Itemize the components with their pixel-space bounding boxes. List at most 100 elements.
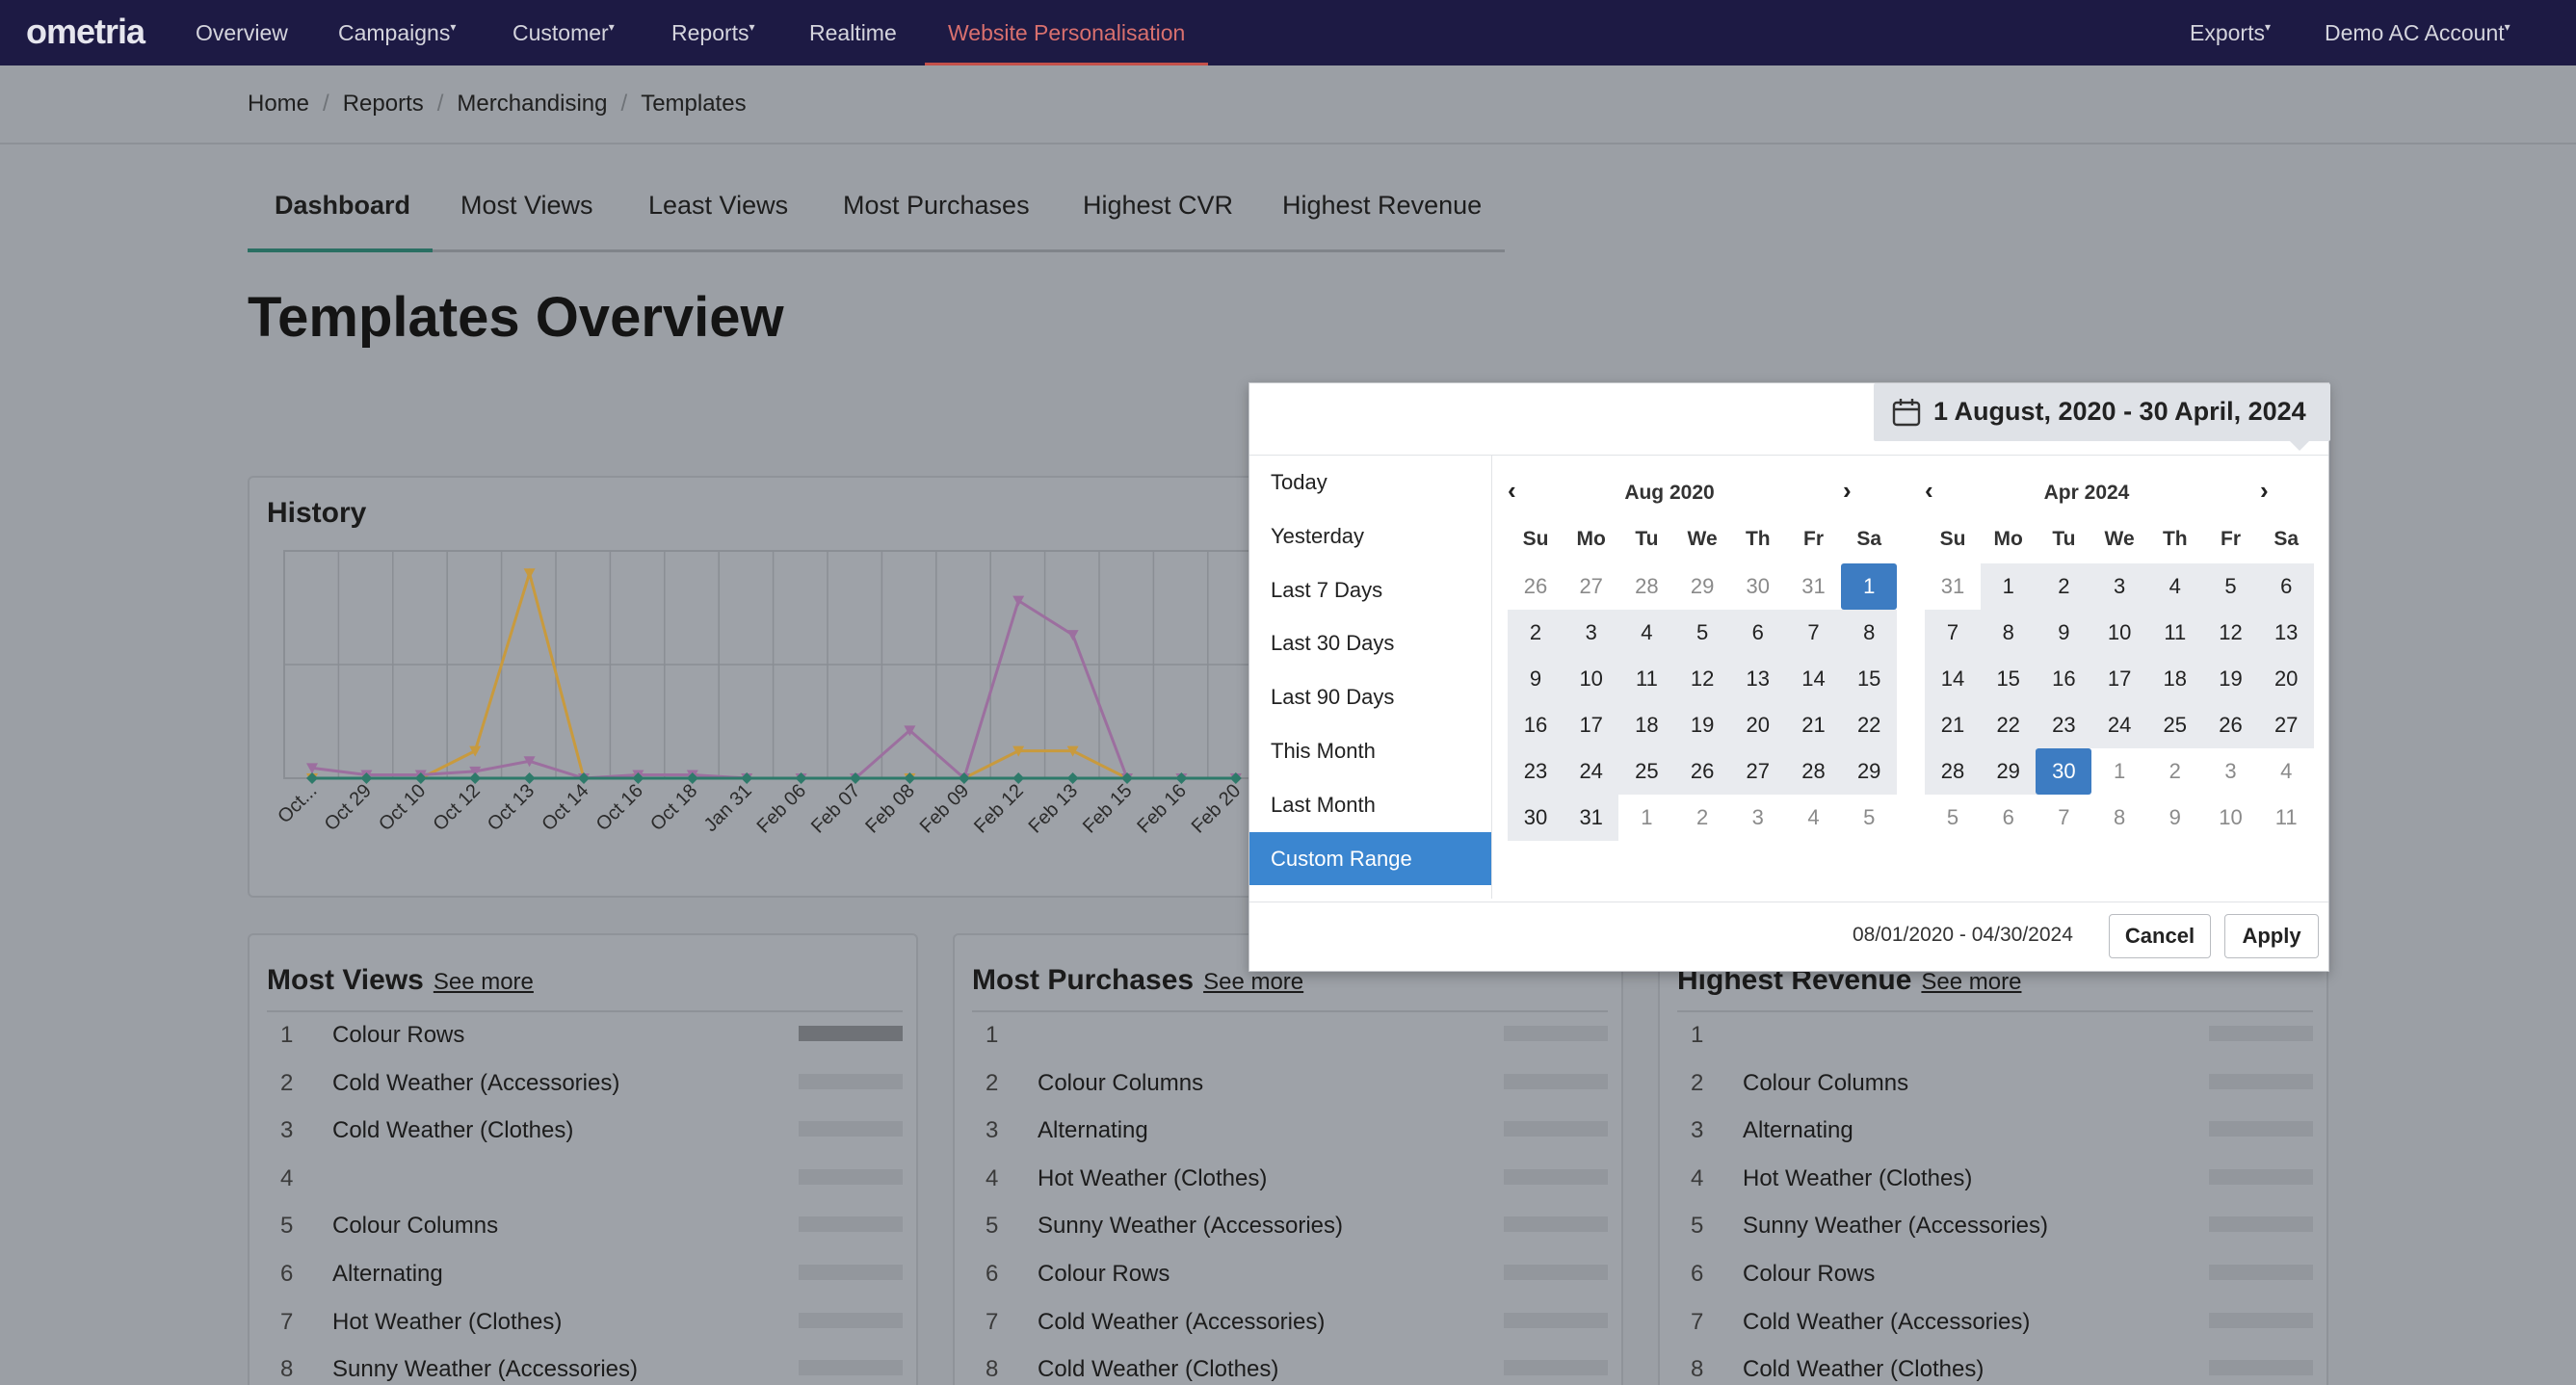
nav-website-personalisation[interactable]: Website Personalisation — [925, 0, 1209, 65]
calendar-day[interactable]: 29 — [1980, 748, 2037, 795]
nav-realtime[interactable]: Realtime — [809, 0, 897, 65]
calendar-day[interactable]: 4 — [1618, 610, 1675, 656]
breadcrumb-reports[interactable]: Reports — [342, 91, 424, 117]
range-custom-range[interactable]: Custom Range — [1249, 831, 1491, 885]
range-last-30-days[interactable]: Last 30 Days — [1271, 631, 1395, 656]
see-more-link[interactable]: See more — [1921, 969, 2022, 995]
calendar-day[interactable]: 6 — [1729, 610, 1786, 656]
nav-exports[interactable]: Exports▾ — [2190, 0, 2271, 65]
calendar-day[interactable]: 20 — [1729, 702, 1786, 748]
calendar-day[interactable]: 8 — [2091, 795, 2148, 841]
list-item[interactable]: 4 Hot Weather (Clothes) — [972, 1165, 1608, 1214]
calendar-day[interactable]: 4 — [1785, 795, 1842, 841]
calendar-day[interactable]: 14 — [1785, 656, 1842, 702]
calendar-day[interactable]: 31 — [1563, 795, 1619, 841]
list-item[interactable]: 3 Alternating — [1677, 1117, 2313, 1165]
see-more-link[interactable]: See more — [1203, 969, 1304, 995]
calendar-day[interactable]: 21 — [1925, 702, 1981, 748]
nav-campaigns[interactable]: Campaigns▾ — [338, 0, 456, 65]
calendar-day[interactable]: 23 — [1508, 748, 1564, 795]
nav-demo-ac-account[interactable]: Demo AC Account▾ — [2325, 0, 2510, 65]
calendar-day[interactable]: 8 — [1980, 610, 2037, 656]
list-item[interactable]: 2 Cold Weather (Accessories) — [267, 1070, 903, 1118]
calendar-day[interactable]: 10 — [1563, 656, 1619, 702]
calendar-day[interactable]: 11 — [2146, 610, 2203, 656]
calendar-day[interactable]: 31 — [1925, 563, 1981, 610]
calendar-day[interactable]: 24 — [1563, 748, 1619, 795]
calendar-day[interactable]: 12 — [1674, 656, 1731, 702]
calendar-day[interactable]: 4 — [2146, 563, 2203, 610]
calendar-day[interactable]: 3 — [2091, 563, 2148, 610]
list-item[interactable]: 5 Sunny Weather (Accessories) — [1677, 1213, 2313, 1261]
calendar-day[interactable]: 6 — [1980, 795, 2037, 841]
range-last-7-days[interactable]: Last 7 Days — [1271, 577, 1383, 602]
calendar-day[interactable]: 24 — [2091, 702, 2148, 748]
calendar-day[interactable]: 3 — [1729, 795, 1786, 841]
calendar-day[interactable]: 29 — [1841, 748, 1898, 795]
list-item[interactable]: 7 Hot Weather (Clothes) — [267, 1309, 903, 1357]
breadcrumb-merchandising[interactable]: Merchandising — [457, 91, 608, 117]
calendar-day[interactable]: 5 — [1841, 795, 1898, 841]
calendar-day[interactable]: 19 — [2202, 656, 2259, 702]
calendar-day[interactable]: 15 — [1980, 656, 2037, 702]
range-today[interactable]: Today — [1271, 470, 1327, 494]
calendar-day[interactable]: 7 — [1925, 610, 1981, 656]
calendar-day[interactable]: 13 — [1729, 656, 1786, 702]
calendar-day[interactable]: 2 — [1674, 795, 1731, 841]
calendar-day[interactable]: 29 — [1674, 563, 1731, 610]
list-item[interactable]: 8 Cold Weather (Clothes) — [1677, 1356, 2313, 1385]
calendar-day[interactable]: 21 — [1785, 702, 1842, 748]
prev-month-icon[interactable]: ‹ — [1508, 476, 1516, 505]
list-item[interactable]: 3 Cold Weather (Clothes) — [267, 1117, 903, 1165]
calendar-day[interactable]: 7 — [2036, 795, 2092, 841]
calendar-day[interactable]: 27 — [2258, 702, 2315, 748]
calendar-day[interactable]: 2 — [1508, 610, 1564, 656]
list-item[interactable]: 8 Sunny Weather (Accessories) — [267, 1356, 903, 1385]
calendar-day[interactable]: 22 — [1841, 702, 1898, 748]
tab-highest-revenue[interactable]: Highest Revenue — [1282, 191, 1483, 220]
list-item[interactable]: 5 Colour Columns — [267, 1213, 903, 1261]
tab-dashboard[interactable]: Dashboard — [275, 191, 411, 220]
calendar-day[interactable]: 5 — [1925, 795, 1981, 841]
calendar-day[interactable]: 28 — [1785, 748, 1842, 795]
range-yesterday[interactable]: Yesterday — [1271, 523, 1365, 548]
list-item[interactable]: 2 Colour Columns — [972, 1070, 1608, 1118]
tab-highest-cvr[interactable]: Highest CVR — [1083, 191, 1234, 220]
nav-reports[interactable]: Reports▾ — [671, 0, 755, 65]
calendar-day[interactable]: 27 — [1563, 563, 1619, 610]
calendar-day[interactable]: 2 — [2036, 563, 2092, 610]
calendar-day[interactable]: 30 — [1508, 795, 1564, 841]
calendar-day[interactable]: 1 — [1618, 795, 1675, 841]
calendar-day[interactable]: 5 — [1674, 610, 1731, 656]
calendar-day[interactable]: 2 — [2146, 748, 2203, 795]
calendar-day[interactable]: 26 — [2202, 702, 2259, 748]
calendar-day[interactable]: 28 — [1925, 748, 1981, 795]
calendar-day[interactable]: 17 — [1563, 702, 1619, 748]
calendar-day[interactable]: 26 — [1674, 748, 1731, 795]
list-item[interactable]: 7 Cold Weather (Accessories) — [972, 1309, 1608, 1357]
calendar-day[interactable]: 3 — [1563, 610, 1619, 656]
calendar-day[interactable]: 26 — [1508, 563, 1564, 610]
breadcrumb-home[interactable]: Home — [248, 91, 310, 117]
list-item[interactable]: 3 Alternating — [972, 1117, 1608, 1165]
list-item[interactable]: 4 Hot Weather (Clothes) — [1677, 1165, 2313, 1214]
list-item[interactable]: 1 — [1677, 1022, 2313, 1070]
calendar-day[interactable]: 5 — [2202, 563, 2259, 610]
calendar-day[interactable]: 16 — [1508, 702, 1564, 748]
date-range-chip[interactable]: 1 August, 2020 - 30 April, 2024 — [1874, 383, 2330, 441]
ometria-logo[interactable]: ometria — [26, 12, 145, 51]
apply-button[interactable]: Apply — [2224, 914, 2319, 958]
calendar-day[interactable]: 10 — [2091, 610, 2148, 656]
next-month-icon[interactable]: › — [2260, 476, 2269, 505]
list-item[interactable]: 7 Cold Weather (Accessories) — [1677, 1309, 2313, 1357]
tab-most-views[interactable]: Most Views — [460, 191, 593, 220]
calendar-day[interactable]: 25 — [1618, 748, 1675, 795]
calendar-day[interactable]: 30 — [1729, 563, 1786, 610]
list-item[interactable]: 6 Alternating — [267, 1261, 903, 1309]
range-last-month[interactable]: Last Month — [1271, 792, 1376, 817]
calendar-day[interactable]: 18 — [1618, 702, 1675, 748]
list-item[interactable]: 8 Cold Weather (Clothes) — [972, 1356, 1608, 1385]
calendar-day[interactable]: 12 — [2202, 610, 2259, 656]
calendar-day[interactable]: 22 — [1980, 702, 2037, 748]
calendar-day[interactable]: 9 — [2146, 795, 2203, 841]
